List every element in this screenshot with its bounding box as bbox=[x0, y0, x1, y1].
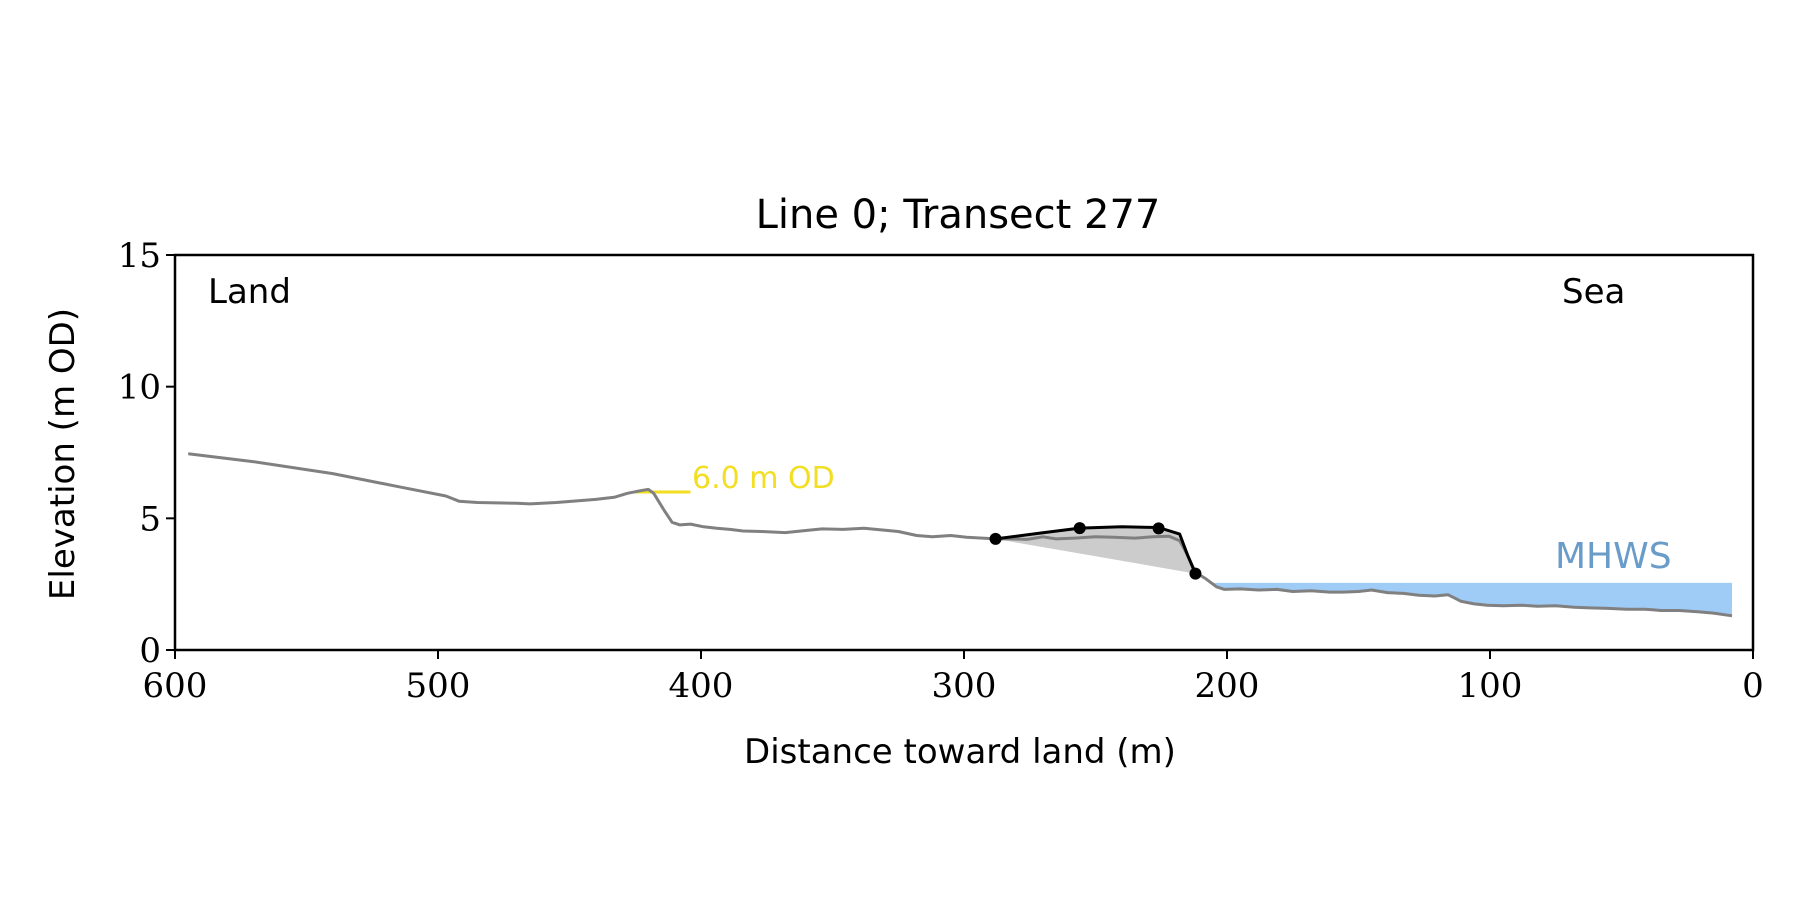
y-tick-label: 0 bbox=[139, 631, 161, 671]
dune-marker-0 bbox=[989, 532, 1002, 545]
x-tick-label: 100 bbox=[1458, 666, 1523, 706]
x-tick-label: 400 bbox=[669, 666, 734, 706]
x-tick-label: 500 bbox=[406, 666, 471, 706]
x-tick-label: 300 bbox=[932, 666, 997, 706]
x-tick-label: 0 bbox=[1742, 666, 1764, 706]
x-tick-label: 600 bbox=[143, 666, 208, 706]
land-label: Land bbox=[208, 272, 291, 312]
dune-profile-line bbox=[995, 525, 1197, 575]
x-tick-label: 200 bbox=[1195, 666, 1260, 706]
y-axis-ticks: 0 5 10 15 bbox=[118, 236, 175, 671]
x-axis-ticks: 600 500 400 300 200 100 0 bbox=[143, 650, 1764, 706]
profile-line bbox=[188, 452, 1733, 618]
dune-marker-3 bbox=[1189, 567, 1202, 580]
y-tick-label: 5 bbox=[139, 499, 161, 539]
dune-marker-2 bbox=[1152, 522, 1165, 535]
y-axis-label: Elevation (m OD) bbox=[43, 308, 83, 600]
dune-marker-1 bbox=[1073, 522, 1086, 535]
x-axis-label: Distance toward land (m) bbox=[744, 732, 1176, 772]
sea-label: Sea bbox=[1562, 272, 1625, 312]
threshold-label: 6.0 m OD bbox=[692, 461, 835, 496]
mhws-label: MHWS bbox=[1555, 536, 1672, 577]
y-tick-label: 10 bbox=[118, 368, 161, 408]
y-tick-label: 15 bbox=[118, 236, 161, 276]
chart-title: Line 0; Transect 277 bbox=[756, 192, 1161, 238]
